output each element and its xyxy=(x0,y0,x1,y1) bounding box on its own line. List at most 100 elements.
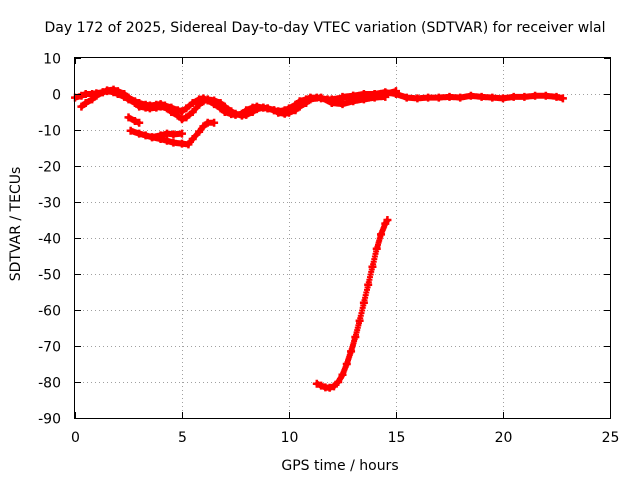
y-tick-label: -50 xyxy=(38,268,61,284)
x-axis-title: GPS time / hours xyxy=(281,458,398,474)
data-point xyxy=(351,333,360,341)
data-point xyxy=(195,100,204,109)
data-point xyxy=(141,131,150,140)
data-point xyxy=(347,347,356,356)
data-point xyxy=(120,92,129,101)
data-point xyxy=(338,92,347,101)
data-point xyxy=(285,108,293,117)
x-tick-label: 0 xyxy=(71,430,80,446)
data-point xyxy=(509,92,518,101)
data-point xyxy=(368,262,377,271)
series-lower-segment-c xyxy=(148,118,219,149)
data-point xyxy=(327,99,336,107)
data-point xyxy=(156,102,165,111)
data-point xyxy=(130,99,139,107)
data-point xyxy=(113,90,122,98)
data-point xyxy=(124,95,133,104)
data-point xyxy=(248,108,257,116)
data-point xyxy=(227,107,236,116)
x-tick-label: 20 xyxy=(495,430,513,446)
data-point xyxy=(182,104,191,113)
data-point xyxy=(167,108,176,116)
y-tick-label: 0 xyxy=(52,88,61,104)
data-point xyxy=(188,135,197,143)
data-point xyxy=(499,94,507,103)
data-point xyxy=(302,99,311,107)
data-point xyxy=(135,129,144,138)
data-point xyxy=(383,216,392,224)
data-point xyxy=(148,133,157,142)
data-point xyxy=(195,127,204,136)
data-point xyxy=(169,138,178,147)
data-point xyxy=(456,93,465,102)
data-point xyxy=(338,100,347,109)
data-point xyxy=(338,370,347,379)
y-tick-label: -80 xyxy=(38,376,61,392)
y-tick-label: -30 xyxy=(38,196,61,212)
y-tick-label: -90 xyxy=(38,412,61,428)
data-point xyxy=(88,95,97,104)
data-point xyxy=(424,93,433,102)
data-point xyxy=(392,87,400,96)
data-point xyxy=(434,93,443,102)
data-point xyxy=(466,91,475,100)
data-point xyxy=(231,109,240,118)
data-point xyxy=(402,93,411,102)
data-point xyxy=(445,92,454,101)
data-point xyxy=(109,88,118,97)
data-point xyxy=(252,105,261,114)
data-point xyxy=(372,244,381,253)
data-point xyxy=(377,230,386,239)
data-point xyxy=(242,110,251,119)
data-point xyxy=(81,99,90,107)
data-point xyxy=(488,93,497,102)
data-point xyxy=(334,378,343,386)
plot-frame xyxy=(74,57,611,419)
y-tick-label: -70 xyxy=(38,340,61,356)
data-point xyxy=(173,111,182,120)
data-point xyxy=(317,93,326,102)
x-tick-label: 15 xyxy=(388,430,406,446)
data-point xyxy=(413,94,422,103)
data-point xyxy=(381,90,390,98)
data-point xyxy=(210,96,219,105)
data-point xyxy=(210,118,219,127)
data-point xyxy=(77,102,86,111)
data-point xyxy=(77,91,86,100)
y-tick-label: -20 xyxy=(38,160,61,176)
data-point xyxy=(182,113,191,122)
data-point xyxy=(317,381,326,390)
data-point xyxy=(184,140,193,149)
y-tick-label: 10 xyxy=(43,52,61,68)
data-point xyxy=(188,108,197,116)
data-point xyxy=(178,129,186,138)
x-tick-label: 10 xyxy=(281,430,299,446)
series-descent-track xyxy=(312,216,392,392)
data-point xyxy=(325,383,334,392)
y-tick-label: -10 xyxy=(38,124,61,140)
data-point xyxy=(364,280,373,289)
data-point xyxy=(135,118,144,127)
data-point xyxy=(220,102,229,111)
data-point xyxy=(552,92,561,101)
series-upper-gap-track xyxy=(338,87,400,101)
data-point xyxy=(342,360,351,368)
data-point xyxy=(270,106,279,115)
data-point xyxy=(163,104,172,113)
data-point xyxy=(370,90,379,98)
data-point xyxy=(169,130,178,139)
x-tick-label: 5 xyxy=(178,430,187,446)
data-point xyxy=(156,135,165,143)
data-point xyxy=(520,92,529,101)
data-point xyxy=(92,91,101,100)
data-point xyxy=(263,104,272,113)
data-point xyxy=(126,126,135,135)
data-points xyxy=(71,85,567,392)
axis-ticks: 10 0 -10 -20 -30 -40 -50 -60 -70 -80 -90 0 5 10 15 20 25 xyxy=(38,52,619,447)
data-point xyxy=(199,97,208,106)
x-tick-label: 25 xyxy=(602,430,620,446)
data-point xyxy=(355,316,364,325)
data-point xyxy=(359,90,368,99)
data-point xyxy=(216,99,225,107)
